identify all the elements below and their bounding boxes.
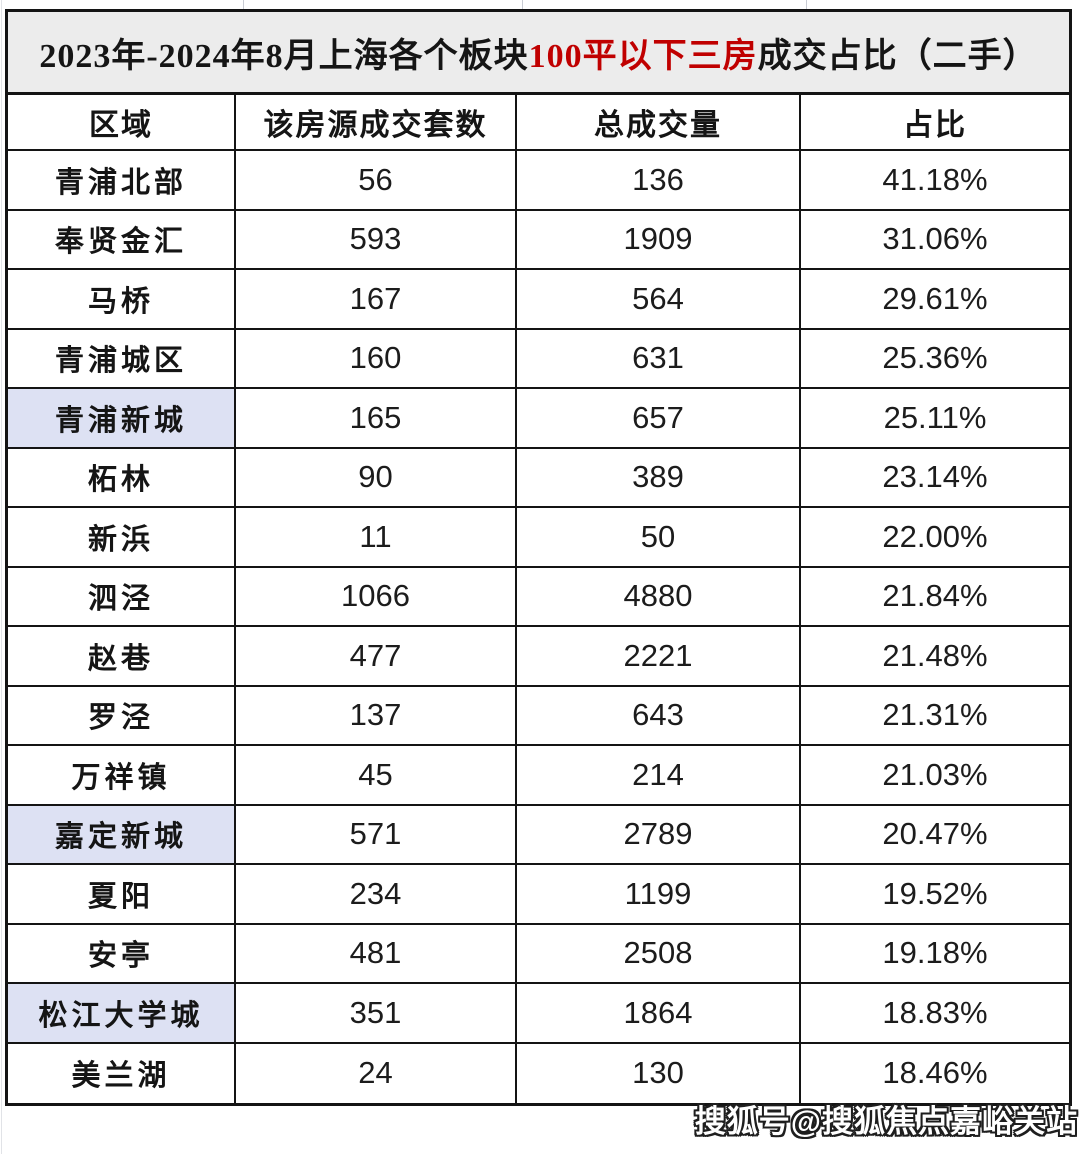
share-cell: 23.14% bbox=[882, 459, 988, 495]
region-cell: 嘉定新城 bbox=[8, 805, 236, 863]
deals-cell: 24 bbox=[236, 1043, 517, 1103]
share-cell: 21.03% bbox=[882, 756, 988, 792]
total-cell: 631 bbox=[517, 329, 801, 387]
region-cell: 马桥 bbox=[8, 270, 236, 328]
title-suffix: 成交占比（二手） bbox=[757, 37, 1038, 75]
share-cell: 22.00% bbox=[882, 518, 988, 554]
share-cell: 21.48% bbox=[882, 637, 988, 673]
region-cell: 青浦北部 bbox=[8, 151, 236, 209]
column-header-deals: 该房源成交套数 bbox=[236, 95, 517, 149]
column-header-region: 区域 bbox=[8, 95, 236, 149]
deals-cell: 234 bbox=[236, 865, 517, 923]
share-cell: 20.47% bbox=[882, 816, 988, 852]
region-cell: 泗泾 bbox=[8, 567, 236, 625]
deals-cell: 481 bbox=[236, 924, 517, 982]
total-cell: 643 bbox=[517, 686, 801, 744]
total-cell: 136 bbox=[517, 151, 801, 209]
region-cell: 罗泾 bbox=[8, 686, 236, 744]
title-prefix: 2023年-2024年8月上海各个板块 bbox=[39, 37, 529, 75]
total-cell: 1909 bbox=[517, 210, 801, 268]
total-cell: 214 bbox=[517, 746, 801, 804]
total-cell: 2221 bbox=[517, 627, 801, 685]
total-cell: 4880 bbox=[517, 567, 801, 625]
share-cell: 21.84% bbox=[882, 578, 988, 614]
table-header-row: 区域 该房源成交套数 总成交量 占比 bbox=[8, 95, 1069, 151]
region-cell: 青浦城区 bbox=[8, 329, 236, 387]
table-row: 新浜 11 50 22.00% bbox=[8, 508, 1069, 568]
title-highlight: 100平以下三房 bbox=[528, 37, 758, 75]
total-cell: 2508 bbox=[517, 924, 801, 982]
deals-cell: 477 bbox=[236, 627, 517, 685]
column-header-total: 总成交量 bbox=[517, 95, 801, 149]
share-cell: 25.11% bbox=[883, 399, 987, 435]
region-cell: 松江大学城 bbox=[8, 984, 236, 1042]
region-cell: 美兰湖 bbox=[8, 1043, 236, 1103]
transactions-table: 2023年-2024年8月上海各个板块 100平以下三房 成交占比（二手） 区域 该… bbox=[5, 9, 1072, 1106]
region-cell: 安亭 bbox=[8, 924, 236, 982]
share-cell: 29.61% bbox=[882, 280, 988, 316]
table-title: 2023年-2024年8月上海各个板块 100平以下三房 成交占比（二手） bbox=[8, 12, 1069, 95]
share-cell: 21.31% bbox=[882, 697, 988, 733]
deals-cell: 137 bbox=[236, 686, 517, 744]
table-row: 夏阳 234 1199 19.52% bbox=[8, 865, 1069, 925]
region-cell: 夏阳 bbox=[8, 865, 236, 923]
deals-cell: 90 bbox=[236, 448, 517, 506]
region-cell: 赵巷 bbox=[8, 627, 236, 685]
sheet-gridline bbox=[243, 0, 244, 9]
total-cell: 50 bbox=[517, 508, 801, 566]
table-body: 青浦北部 56 136 41.18% 奉贤金汇 593 1909 31.06% 马桥 167 564… bbox=[8, 151, 1069, 1103]
table-row: 青浦城区 160 631 25.36% bbox=[8, 329, 1069, 389]
share-cell: 31.06% bbox=[882, 221, 988, 257]
region-cell: 青浦新城 bbox=[8, 389, 236, 447]
share-cell: 18.83% bbox=[882, 994, 988, 1030]
watermark: 搜狐号@搜狐焦点嘉峪关站 bbox=[694, 1104, 1078, 1139]
sheet-gridline bbox=[522, 0, 523, 9]
region-cell: 万祥镇 bbox=[8, 746, 236, 804]
total-cell: 657 bbox=[517, 389, 801, 447]
table-row: 安亭 481 2508 19.18% bbox=[8, 924, 1069, 984]
region-cell: 柘林 bbox=[8, 448, 236, 506]
share-cell: 19.52% bbox=[882, 875, 988, 911]
total-cell: 389 bbox=[517, 448, 801, 506]
region-cell: 新浜 bbox=[8, 508, 236, 566]
total-cell: 1864 bbox=[517, 984, 801, 1042]
deals-cell: 160 bbox=[236, 329, 517, 387]
deals-cell: 1066 bbox=[236, 567, 517, 625]
table-row: 松江大学城 351 1864 18.83% bbox=[8, 984, 1069, 1044]
share-cell: 41.18% bbox=[882, 161, 988, 197]
table-row: 马桥 167 564 29.61% bbox=[8, 270, 1069, 330]
table-row: 柘林 90 389 23.14% bbox=[8, 448, 1069, 508]
deals-cell: 45 bbox=[236, 746, 517, 804]
deals-cell: 351 bbox=[236, 984, 517, 1042]
total-cell: 130 bbox=[517, 1043, 801, 1103]
table-row: 嘉定新城 571 2789 20.47% bbox=[8, 805, 1069, 865]
deals-cell: 571 bbox=[236, 805, 517, 863]
deals-cell: 56 bbox=[236, 151, 517, 209]
column-header-share: 占比 bbox=[903, 109, 967, 142]
sheet-gridline bbox=[806, 0, 807, 9]
share-cell: 18.46% bbox=[882, 1055, 988, 1091]
table-row: 赵巷 477 2221 21.48% bbox=[8, 627, 1069, 687]
table-row: 奉贤金汇 593 1909 31.06% bbox=[8, 210, 1069, 270]
share-cell: 25.36% bbox=[882, 340, 988, 376]
deals-cell: 167 bbox=[236, 270, 517, 328]
deals-cell: 165 bbox=[236, 389, 517, 447]
deals-cell: 593 bbox=[236, 210, 517, 268]
table-row: 罗泾 137 643 21.31% bbox=[8, 686, 1069, 746]
table-row: 泗泾 1066 4880 21.84% bbox=[8, 567, 1069, 627]
total-cell: 2789 bbox=[517, 805, 801, 863]
table-row: 万祥镇 45 214 21.03% bbox=[8, 746, 1069, 806]
table-row: 青浦北部 56 136 41.18% bbox=[8, 151, 1069, 211]
total-cell: 564 bbox=[517, 270, 801, 328]
share-cell: 19.18% bbox=[882, 935, 988, 971]
table-row: 美兰湖 24 130 18.46% bbox=[8, 1043, 1069, 1103]
total-cell: 1199 bbox=[517, 865, 801, 923]
deals-cell: 11 bbox=[236, 508, 517, 566]
sheet-gridline bbox=[1, 0, 2, 1154]
region-cell: 奉贤金汇 bbox=[8, 210, 236, 268]
table-row: 青浦新城 165 657 25.11% bbox=[8, 389, 1069, 449]
